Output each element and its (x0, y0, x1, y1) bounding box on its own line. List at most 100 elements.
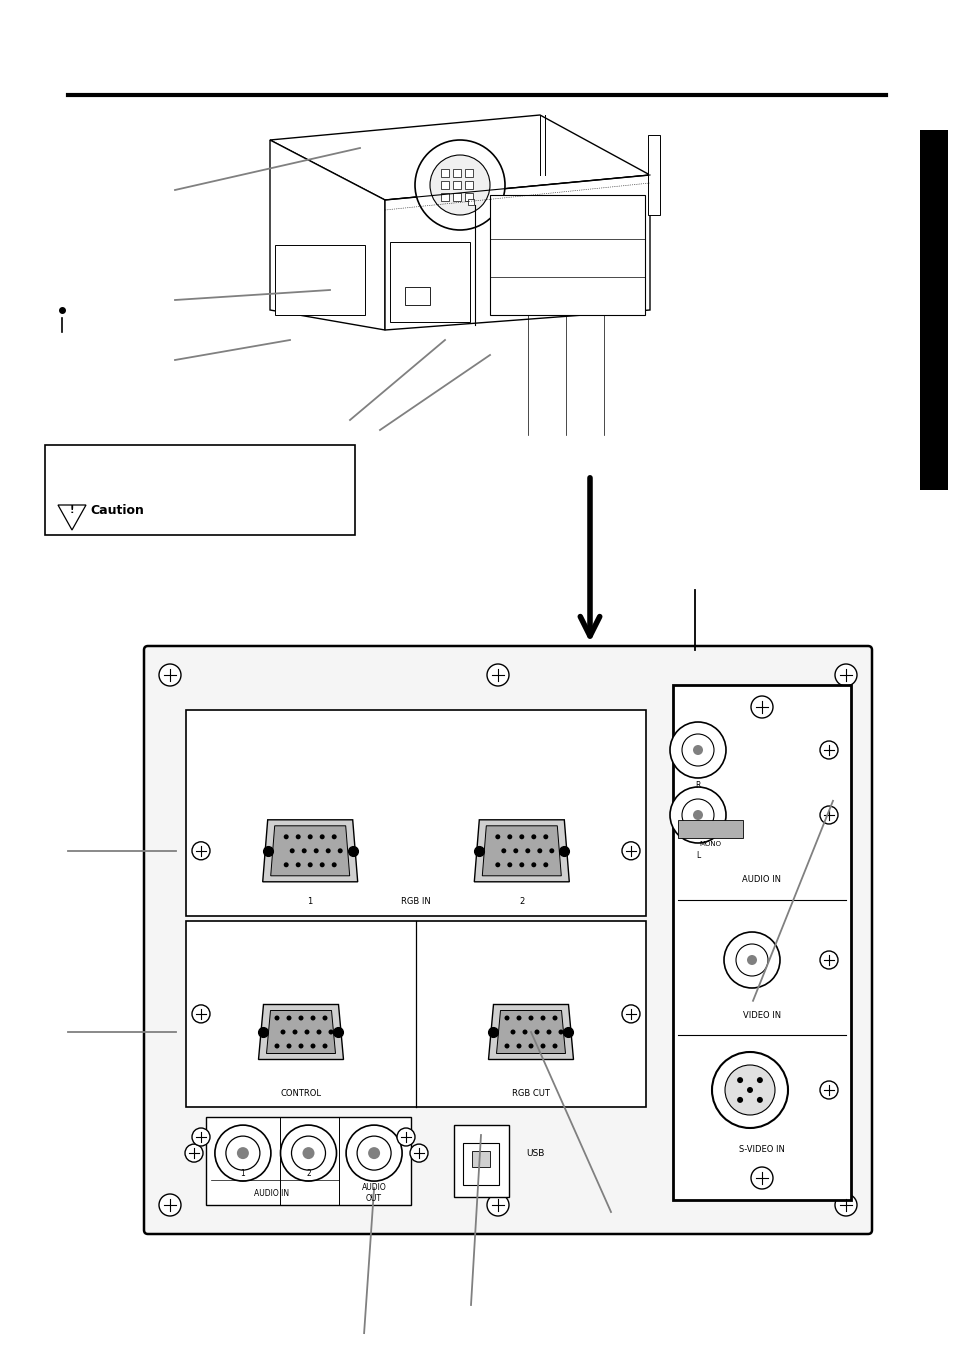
Circle shape (185, 1144, 203, 1162)
Text: RGB IN: RGB IN (400, 897, 431, 907)
Circle shape (537, 848, 541, 854)
Circle shape (192, 1128, 210, 1146)
Circle shape (504, 1016, 509, 1020)
Circle shape (558, 1029, 563, 1035)
Circle shape (159, 1194, 181, 1216)
Circle shape (723, 932, 780, 988)
Circle shape (681, 798, 713, 831)
Circle shape (507, 862, 512, 867)
Circle shape (522, 1029, 527, 1035)
Circle shape (304, 1029, 309, 1035)
Circle shape (507, 835, 512, 839)
Circle shape (724, 1065, 774, 1115)
Circle shape (518, 862, 524, 867)
Text: USB: USB (525, 1148, 544, 1158)
Circle shape (486, 1194, 509, 1216)
Polygon shape (262, 820, 357, 882)
Bar (453, 169, 460, 177)
Bar (453, 193, 460, 201)
Bar (464, 181, 473, 189)
Bar (464, 169, 473, 177)
Circle shape (192, 842, 210, 859)
Circle shape (368, 1147, 379, 1159)
Circle shape (525, 848, 530, 854)
Circle shape (534, 1029, 539, 1035)
Circle shape (280, 1125, 336, 1181)
Circle shape (711, 1052, 787, 1128)
Circle shape (310, 1043, 315, 1048)
Circle shape (518, 835, 524, 839)
Text: 2: 2 (518, 897, 524, 907)
Circle shape (286, 1043, 292, 1048)
Circle shape (756, 1077, 762, 1084)
Circle shape (510, 1029, 515, 1035)
Polygon shape (482, 825, 560, 875)
Text: L: L (695, 851, 700, 859)
Circle shape (328, 1029, 334, 1035)
Circle shape (750, 1167, 772, 1189)
Circle shape (552, 1016, 557, 1020)
Text: AUDIO IN: AUDIO IN (741, 875, 781, 885)
Circle shape (308, 835, 313, 839)
Circle shape (286, 1016, 292, 1020)
Circle shape (746, 955, 757, 965)
Circle shape (542, 862, 548, 867)
Circle shape (486, 663, 509, 686)
Circle shape (542, 835, 548, 839)
Circle shape (820, 740, 837, 759)
Circle shape (280, 1029, 285, 1035)
Circle shape (750, 696, 772, 717)
Text: MONO: MONO (699, 842, 720, 847)
Circle shape (430, 155, 490, 215)
Circle shape (834, 663, 856, 686)
Bar (454, 1125, 509, 1197)
Circle shape (283, 862, 289, 867)
Text: S-VIDEO IN: S-VIDEO IN (739, 1146, 784, 1155)
Bar (462, 1143, 498, 1185)
Circle shape (302, 1147, 314, 1159)
Circle shape (737, 1097, 742, 1102)
Circle shape (214, 1125, 271, 1181)
Circle shape (552, 1043, 557, 1048)
Circle shape (621, 842, 639, 859)
Text: AUDIO IN: AUDIO IN (253, 1189, 289, 1198)
Circle shape (410, 1144, 428, 1162)
Polygon shape (258, 1005, 343, 1059)
Bar (919, 130, 947, 490)
Circle shape (669, 788, 725, 843)
Bar (440, 193, 449, 201)
Circle shape (332, 862, 336, 867)
Circle shape (528, 1043, 533, 1048)
Polygon shape (270, 115, 649, 200)
Bar (405, 286, 430, 305)
Bar (186, 921, 645, 1106)
Circle shape (495, 862, 499, 867)
Polygon shape (271, 825, 350, 875)
Circle shape (274, 1043, 279, 1048)
Circle shape (292, 1136, 325, 1170)
Circle shape (681, 734, 713, 766)
Circle shape (531, 862, 536, 867)
Circle shape (516, 1016, 521, 1020)
Bar (472, 1151, 490, 1167)
Bar (206, 1117, 411, 1205)
Bar (274, 245, 365, 315)
Circle shape (236, 1147, 249, 1159)
FancyBboxPatch shape (144, 646, 871, 1233)
Polygon shape (385, 176, 649, 330)
Circle shape (298, 1043, 303, 1048)
Circle shape (516, 1043, 521, 1048)
Circle shape (293, 1029, 297, 1035)
Circle shape (159, 663, 181, 686)
Bar (464, 193, 473, 201)
Text: Caution: Caution (90, 504, 144, 516)
Circle shape (322, 1016, 327, 1020)
Circle shape (290, 848, 294, 854)
Circle shape (226, 1136, 259, 1170)
Circle shape (356, 1136, 391, 1170)
Bar (186, 711, 645, 916)
Bar (390, 242, 470, 322)
Circle shape (500, 848, 506, 854)
Text: 1: 1 (240, 1169, 245, 1178)
Circle shape (820, 807, 837, 824)
